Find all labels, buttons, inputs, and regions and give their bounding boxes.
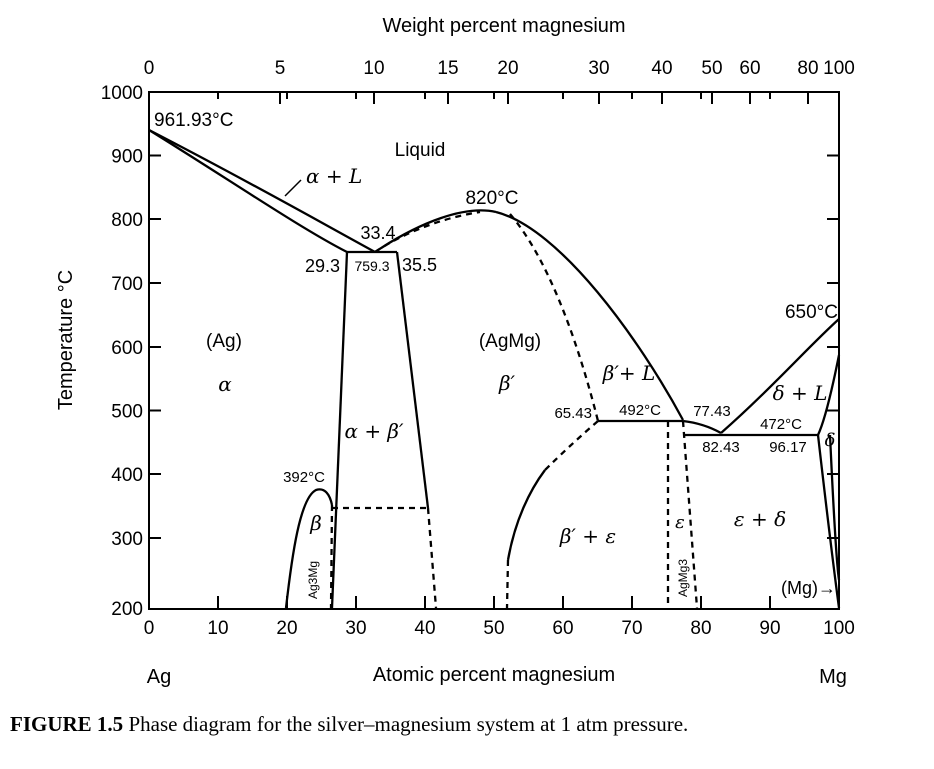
beta-eps-label: β′ + ε: [559, 524, 616, 548]
beta-prime-label: β′: [498, 371, 516, 395]
top-tick-label: 80: [797, 58, 818, 79]
delta-left: [816, 434, 841, 609]
bottom-tick-label: 30: [345, 618, 366, 639]
caption-text: Phase diagram for the silver–magnesium s…: [128, 712, 689, 736]
beta-eps-left: [506, 469, 546, 561]
top-tick-label: 50: [701, 58, 722, 79]
t392-label: 392°C: [283, 469, 325, 486]
solidus-ag: [148, 129, 348, 254]
curve-77-82: [682, 419, 722, 435]
dashed-beta-l: [509, 213, 600, 422]
left-tick-label: 200: [111, 599, 143, 620]
alpha-l-leader: [284, 179, 302, 197]
bottom-tick-label: 10: [207, 618, 228, 639]
left-tick-labels: 1000 900 800 700 600 500 400 300 200: [101, 83, 143, 620]
top-tick-labels: 0 5 10 15 20 30 40 50 60 80 100: [144, 58, 855, 79]
top-axis-title: Weight percent magnesium: [382, 15, 625, 37]
phase-boundaries: [148, 128, 841, 609]
delta-l-label: δ + L: [773, 381, 828, 405]
liquidus-beta-right: [495, 210, 685, 421]
agmg3-label: AgMg3: [676, 559, 690, 597]
beta-prime-left-solvus: [395, 251, 430, 509]
top-tick-label: 60: [739, 58, 760, 79]
liquidus-ag: [148, 128, 376, 254]
left-tick-label: 500: [111, 402, 143, 423]
max-820-label: 820°C: [465, 188, 518, 209]
left-tick-label: 600: [111, 338, 143, 359]
ag-melt-label: 961.93°C: [154, 110, 233, 131]
dashed-beta-eps: [544, 420, 599, 471]
dashed-alpha-beta: [374, 210, 481, 253]
figure-caption: FIGURE 1.5 Phase diagram for the silver–…: [10, 712, 930, 737]
eps-delta-label: ε + δ: [734, 507, 786, 531]
ag-phase-label: (Ag): [206, 331, 242, 352]
bottom-tick-label: 70: [621, 618, 642, 639]
liquidus-beta: [374, 209, 497, 253]
liquidus-delta: [720, 318, 840, 434]
top-tick-label: 15: [437, 58, 458, 79]
bottom-tick-label: 20: [276, 618, 297, 639]
mg-phase-label: (Mg)→: [781, 578, 836, 598]
top-tick-label: 40: [651, 58, 672, 79]
top-tick-label: 100: [823, 58, 855, 79]
c96-17-label: 96.17: [769, 439, 807, 456]
top-tick-label: 0: [144, 58, 155, 79]
left-end-label: Ag: [147, 666, 171, 688]
dashed-beta-bottom: [505, 559, 510, 609]
dashed-eps-right: [681, 420, 699, 609]
beta-l-label: β′+ L: [602, 361, 656, 385]
mg-solvus: [828, 434, 841, 581]
caption-number: FIGURE 1.5: [10, 712, 124, 736]
bottom-tick-label: 60: [552, 618, 573, 639]
c65-43-label: 65.43: [554, 405, 592, 422]
bottom-tick-label: 90: [759, 618, 780, 639]
left-tick-label: 300: [111, 529, 143, 550]
top-tick-label: 30: [588, 58, 609, 79]
liquid-label: Liquid: [395, 140, 446, 161]
eps-label: ε: [675, 512, 685, 533]
c77-43-label: 77.43: [693, 403, 731, 420]
top-tick-label: 20: [497, 58, 518, 79]
left-tick-label: 400: [111, 465, 143, 486]
left-tick-label: 700: [111, 274, 143, 295]
left-tick-label: 900: [111, 147, 143, 168]
alpha-l-label: α + L: [306, 164, 362, 188]
bottom-tick-label: 0: [144, 618, 155, 639]
bottom-axis-title: Atomic percent magnesium: [373, 664, 615, 686]
agmg-phase-label: (AgMg): [479, 331, 541, 352]
alpha-label: α: [218, 372, 232, 396]
c29-3-label: 29.3: [305, 256, 340, 276]
dashed-beta-prime-bottom: [426, 507, 438, 609]
region-labels: 961.93°C Liquid α + L 820°C 33.4 29.3 75…: [154, 110, 838, 599]
delta-right: [816, 354, 841, 436]
c82-43-label: 82.43: [702, 439, 740, 456]
top-tick-label: 5: [275, 58, 286, 79]
beta-dome: [284, 488, 334, 609]
c33-4-label: 33.4: [360, 223, 395, 243]
alpha-beta-label: α + β′: [344, 419, 404, 443]
alpha-solvus: [330, 251, 349, 609]
bottom-tick-label: 100: [823, 618, 855, 639]
ag3mg-label: Ag3Mg: [306, 561, 320, 599]
bottom-tick-label: 40: [414, 618, 435, 639]
beta-label: β: [309, 511, 322, 535]
phase-diagram: Weight percent magnesium 0 5 10 15 20 30 40 50 6…: [55, 15, 855, 688]
right-end-label: Mg: [819, 666, 847, 688]
bottom-tick-label: 50: [483, 618, 504, 639]
t492-label: 492°C: [619, 402, 661, 419]
left-axis-title: Temperature °C: [55, 270, 77, 410]
top-tick-label: 10: [363, 58, 384, 79]
mg-melt-label: 650°C: [785, 302, 838, 323]
bottom-tick-labels: 0 10 20 30 40 50 60 70 80 90 100: [144, 618, 855, 639]
c35-5-label: 35.5: [402, 255, 437, 275]
left-tick-label: 800: [111, 210, 143, 231]
delta-label: δ: [825, 430, 836, 451]
dashed-boundaries: [329, 210, 699, 609]
t472-label: 472°C: [760, 416, 802, 433]
left-tick-label: 1000: [101, 83, 143, 104]
bottom-tick-label: 80: [690, 618, 711, 639]
t759-label: 759.3: [354, 258, 389, 274]
